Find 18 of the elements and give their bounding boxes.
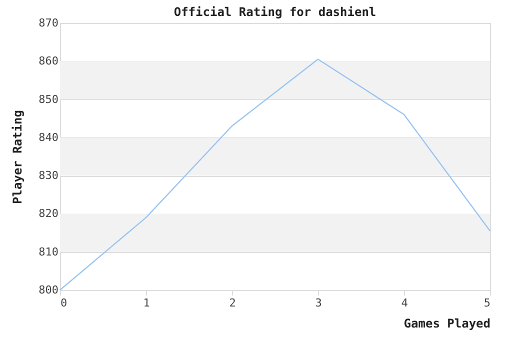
y-axis-title: Player Rating <box>10 110 25 204</box>
x-tick-label: 3 <box>315 296 322 310</box>
y-tick-label: 840 <box>38 130 58 144</box>
y-tick-label: 830 <box>38 169 58 182</box>
x-tick-label: 1 <box>143 296 150 310</box>
x-axis-title: Games Played <box>404 316 490 330</box>
y-tick-label: 800 <box>38 284 58 296</box>
x-tick-label: 4 <box>401 296 408 310</box>
line-series <box>59 58 491 291</box>
x-tick-label: 5 <box>484 296 490 310</box>
x-tick-label: 2 <box>229 296 236 310</box>
y-tick-label: 860 <box>38 54 58 68</box>
y-tick-label: 850 <box>38 92 58 106</box>
y-tick-label: 810 <box>38 245 58 258</box>
x-tick-label: 0 <box>60 296 68 310</box>
y-tick-label: 870 <box>38 16 58 30</box>
chart-title: Official Rating for dashienl <box>174 5 376 19</box>
y-tick-label: 820 <box>38 207 58 220</box>
